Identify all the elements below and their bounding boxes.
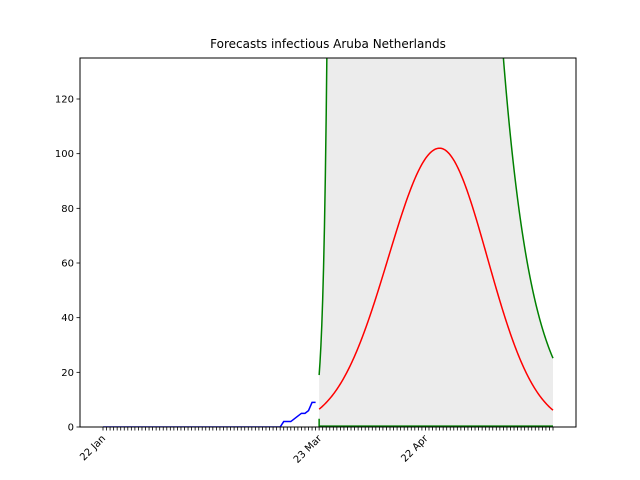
y-tick-label: 120 <box>55 95 74 106</box>
chart-title: Forecasts infectious Aruba Netherlands <box>210 37 446 51</box>
series-layer <box>103 58 554 427</box>
y-tick-label: 80 <box>61 204 74 215</box>
x-tick-label: 22 Jan <box>78 433 108 463</box>
series-forecast <box>318 147 554 411</box>
y-tick-label: 0 <box>68 423 74 434</box>
x-axis: 22 Jan 23 Mar 22 Apr <box>78 427 554 466</box>
confidence-band-layer <box>319 58 553 427</box>
series-upper-bound <box>318 58 554 376</box>
x-tick-label: 22 Apr <box>399 433 431 465</box>
y-tick-label: 20 <box>61 368 74 379</box>
y-tick-label: 40 <box>61 313 74 324</box>
series-lower-bound <box>318 418 553 427</box>
plot-frame <box>79 57 577 428</box>
confidence-band <box>319 58 553 427</box>
x-tick-label: 23 Mar <box>292 433 325 466</box>
series-observed <box>103 401 316 427</box>
y-axis: 0 20 40 60 80 100 120 <box>55 95 80 434</box>
y-tick-label: 100 <box>55 149 74 160</box>
y-tick-label: 60 <box>61 259 74 270</box>
